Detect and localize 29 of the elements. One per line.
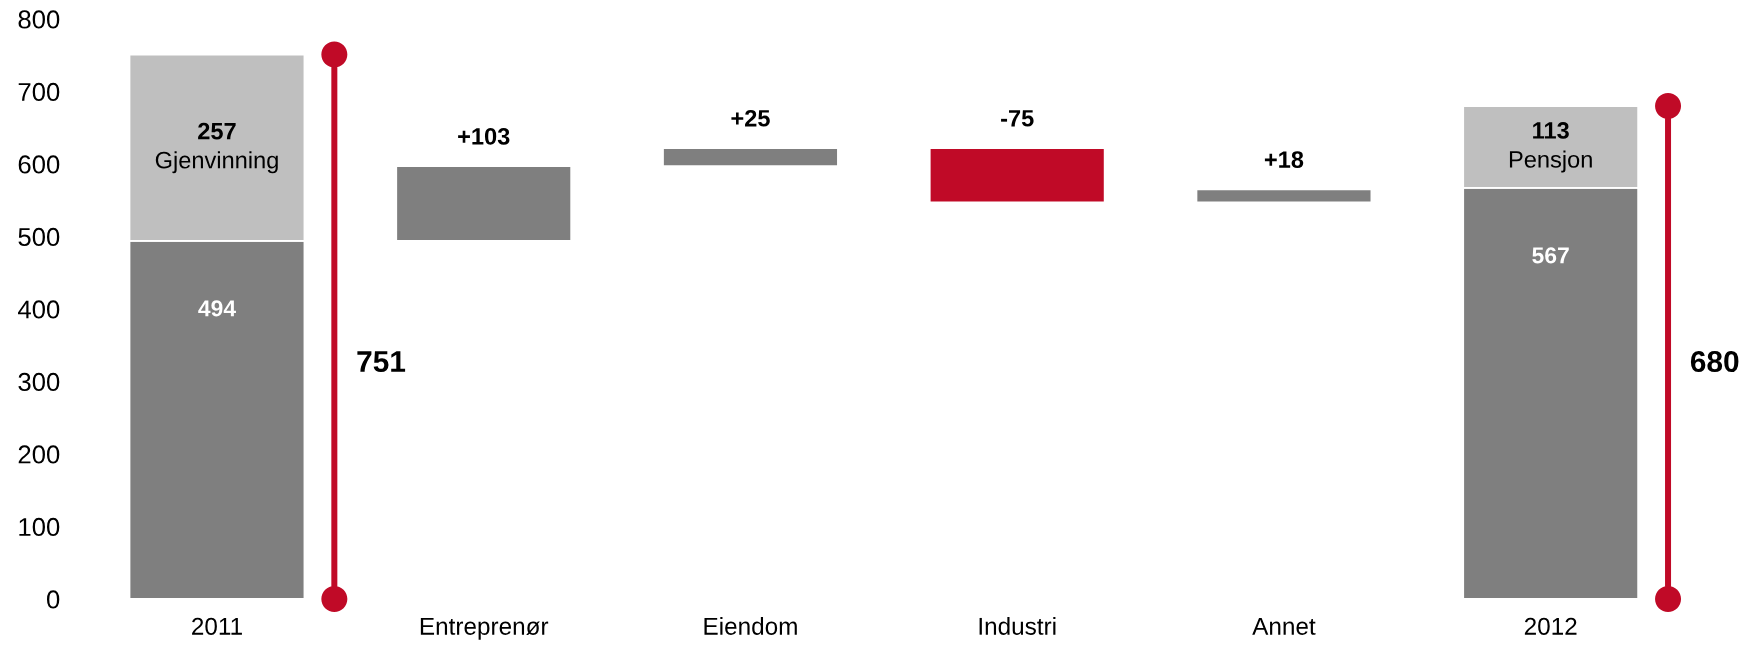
data-label: 257 Gjenvinning (155, 122, 278, 174)
data-label: +18 (1264, 151, 1304, 168)
data-label: 113 Pensjon (1509, 122, 1592, 173)
y-tick-label: 600 (18, 155, 60, 174)
data-label: 494 (198, 300, 236, 317)
x-tick-label: Eiendom (704, 617, 797, 635)
y-tick-label: 700 (18, 82, 60, 102)
data-label: -75 (1001, 110, 1034, 127)
x-tick-label: 2011 (192, 617, 242, 635)
total-label: 751 (357, 351, 406, 373)
data-label: +25 (731, 109, 770, 127)
total-label: 680 (1690, 350, 1739, 373)
data-label: 567 (1532, 247, 1569, 264)
x-tick-label: Annet (1252, 617, 1316, 635)
bar (662, 147, 839, 168)
data-label: +103 (458, 128, 510, 145)
y-tick-label: 500 (18, 227, 60, 247)
bar (1195, 188, 1373, 204)
y-tick-label: 100 (19, 517, 60, 537)
bar (395, 165, 573, 242)
x-tick-label: Industri (979, 617, 1056, 635)
y-tick-label: 300 (18, 372, 60, 392)
y-tick-label: 0 (46, 590, 60, 609)
y-tick-label: 400 (18, 300, 60, 319)
x-tick-label: Entreprenør (420, 617, 549, 640)
x-tick-label: 2012 (1524, 617, 1577, 635)
y-tick-label: 800 (18, 10, 60, 29)
y-tick-label: 200 (18, 445, 60, 464)
bar (928, 147, 1106, 204)
